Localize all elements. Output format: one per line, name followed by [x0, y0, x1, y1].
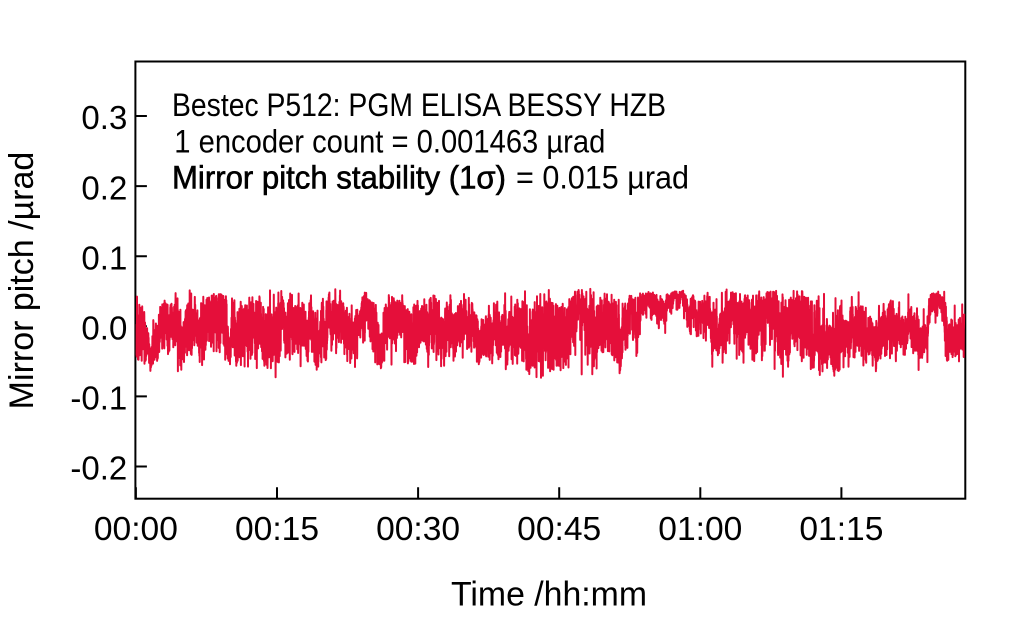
svg-text:Time /hh:mm: Time /hh:mm [451, 576, 647, 614]
svg-text:= 0.015 µrad: = 0.015 µrad [516, 160, 689, 196]
svg-text:00:00: 00:00 [94, 510, 178, 547]
svg-text:00:30: 00:30 [376, 510, 460, 547]
svg-text:01:15: 01:15 [799, 510, 883, 547]
svg-text:-0.1: -0.1 [70, 380, 127, 417]
svg-text:Mirror pitch /µrad: Mirror pitch /µrad [3, 152, 41, 410]
svg-text:-0.2: -0.2 [70, 450, 127, 487]
svg-text:00:15: 00:15 [235, 510, 319, 547]
svg-text:0.0: 0.0 [81, 310, 127, 347]
svg-text:0.2: 0.2 [81, 169, 127, 206]
svg-text:0.3: 0.3 [81, 99, 127, 136]
svg-text:Mirror pitch stability (1σ): Mirror pitch stability (1σ) [172, 160, 506, 196]
svg-text:00:45: 00:45 [517, 510, 601, 547]
svg-text:1 encoder count = 0.001463 µra: 1 encoder count = 0.001463 µrad [174, 124, 605, 160]
svg-text:Bestec P512: PGM ELISA BESSY H: Bestec P512: PGM ELISA BESSY HZB [172, 87, 666, 123]
svg-text:0.1: 0.1 [81, 239, 127, 276]
svg-text:01:00: 01:00 [658, 510, 742, 547]
